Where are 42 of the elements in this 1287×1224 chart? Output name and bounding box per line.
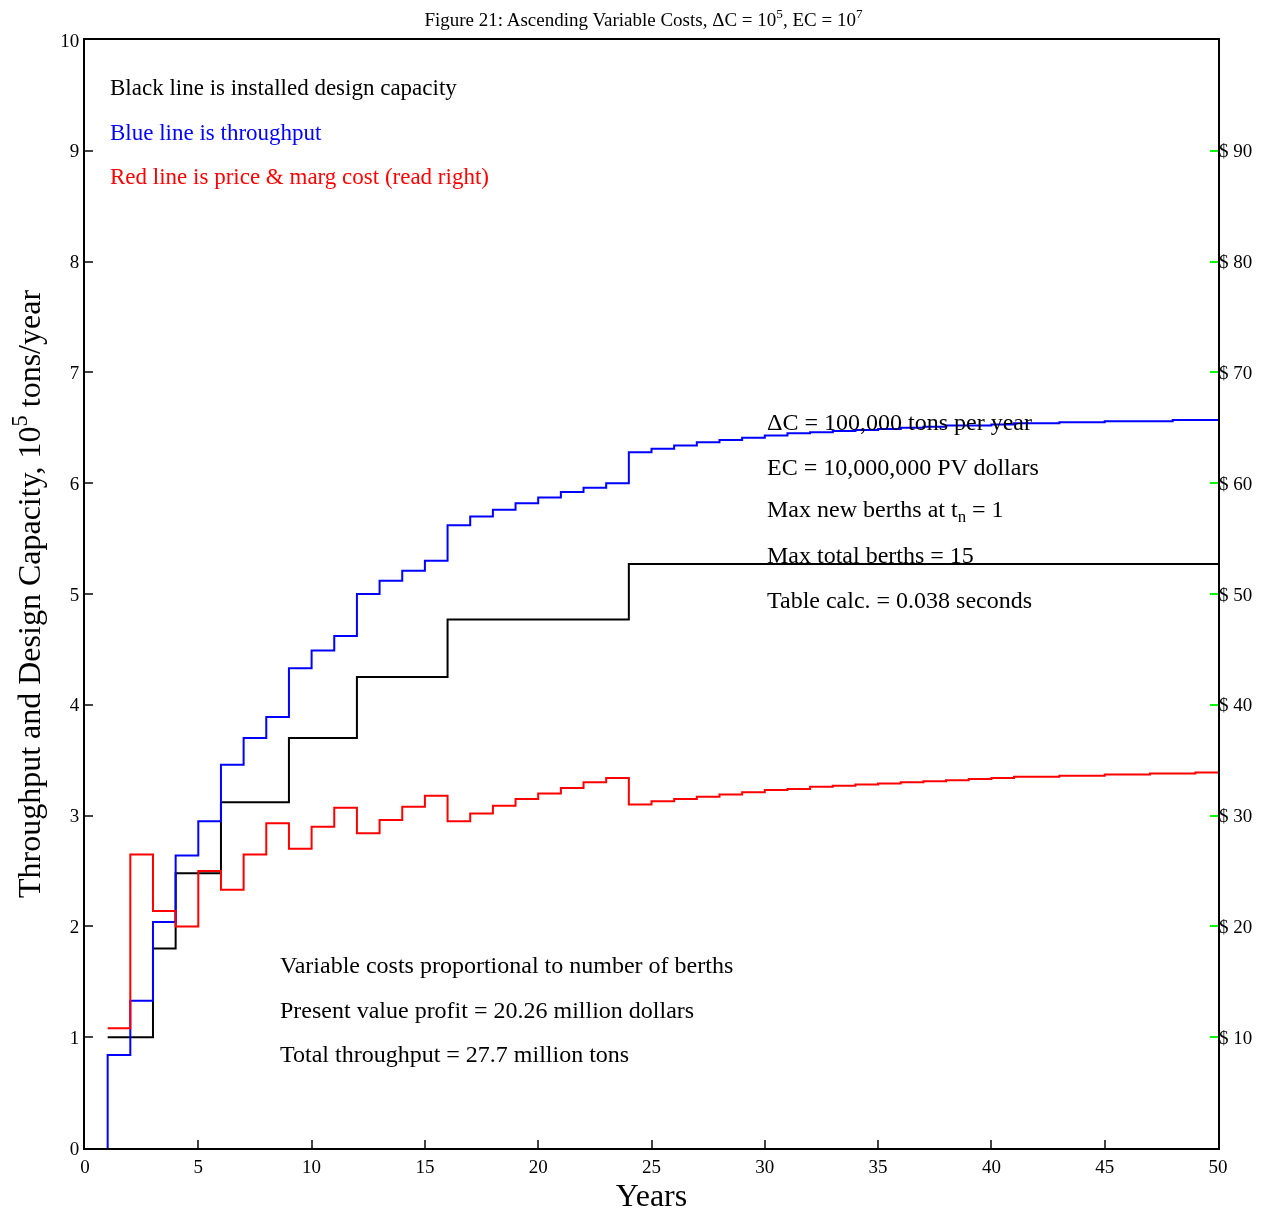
x-tick-label: 45 — [1095, 1155, 1115, 1177]
x-tick-label: 35 — [868, 1155, 888, 1177]
annotation: Max new berths at t$_{n}$ = 1 — [767, 496, 1004, 527]
y-tick-label: 1 — [69, 1026, 80, 1048]
x-tick-label: 10 — [302, 1155, 322, 1177]
y2-tick-label: $ 90 — [1219, 140, 1253, 162]
y2-tick-label: $ 20 — [1219, 916, 1253, 938]
x-axis-title: Years — [615, 1176, 688, 1213]
y-tick-label: 6 — [69, 472, 80, 494]
x-tick-label: 30 — [755, 1155, 775, 1177]
text: Red line is price & marg cost (read right) — [110, 164, 489, 189]
y-tick-label: 4 — [69, 694, 80, 716]
text: Black line is installed design capacity — [110, 75, 458, 100]
y-tick-label: 2 — [69, 916, 80, 938]
annotation: Present value profit = 20.26 million dollars — [280, 997, 695, 1023]
y-tick-label: 9 — [69, 140, 80, 162]
y2-tick-label: $ 50 — [1219, 583, 1253, 605]
x-tick-label: 25 — [642, 1155, 661, 1177]
x-tick-label: 20 — [528, 1155, 548, 1177]
y-tick-label: 10 — [60, 29, 80, 51]
annotation: Max total berths = 15 — [767, 542, 974, 568]
y2-tick-label: $ 30 — [1219, 805, 1253, 827]
y2-tick-label: $ 10 — [1219, 1026, 1253, 1048]
x-tick-label: 15 — [415, 1155, 435, 1177]
y-tick-label: 7 — [69, 362, 80, 384]
y2-tick-label: $ 60 — [1219, 472, 1253, 494]
x-tick-label: 50 — [1208, 1155, 1228, 1177]
y2-tick-label: $ 70 — [1219, 362, 1253, 384]
y2-tick-label: $ 80 — [1219, 251, 1253, 273]
y-tick-label: 8 — [69, 251, 80, 273]
y2-tick-label: $ 40 — [1219, 694, 1253, 716]
x-tick-label: 40 — [981, 1155, 1001, 1177]
y-tick-label: 0 — [69, 1137, 80, 1159]
text: Blue line is throughput — [110, 120, 323, 145]
chart-title: Figure 21: Ascending Variable Costs, ΔC = 10$^{5}$, EC = 10$^{7}$ — [424, 5, 863, 30]
annotation: Total throughput = 27.7 million tons — [280, 1041, 630, 1067]
annotation: Variable costs proportional to number of berths — [280, 952, 734, 978]
annotation: Table calc. = 0.038 seconds — [767, 587, 1033, 613]
y-tick-label: 3 — [69, 805, 80, 827]
annotation: EC = 10,000,000 PV dollars — [767, 454, 1039, 480]
x-tick-label: 5 — [193, 1155, 204, 1177]
y-tick-label: 5 — [69, 583, 80, 605]
